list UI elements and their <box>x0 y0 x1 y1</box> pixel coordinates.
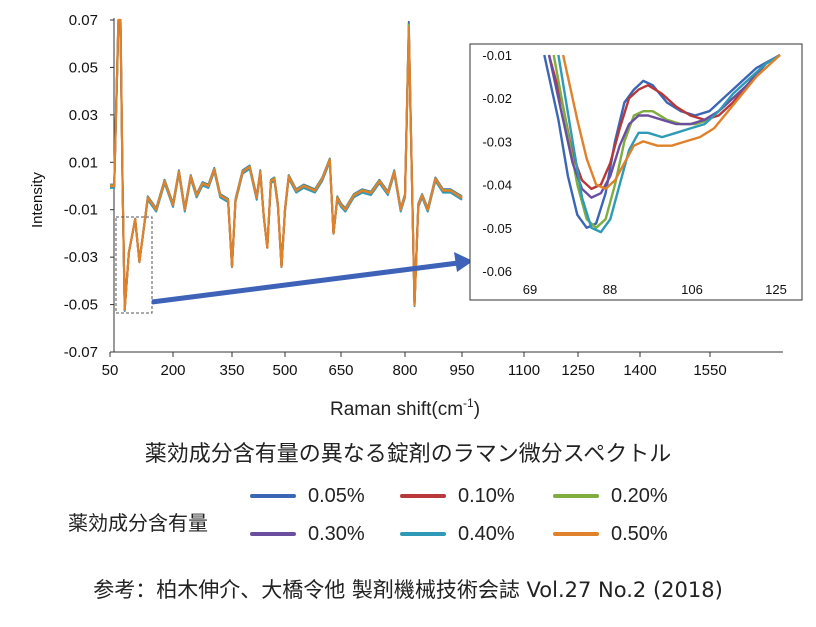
legend-swatch <box>400 532 446 536</box>
main-x-ticks: 50 200 350 500 650 800 950 1100 1250 1400 1550 <box>102 352 727 379</box>
inset-y-tick-label: -0.01 <box>482 48 512 63</box>
main-y-tick-label: 0.07 <box>69 12 98 29</box>
inset-y-ticks: -0.01 -0.02 -0.03 -0.04 -0.05 -0.06 <box>482 48 512 279</box>
inset-series-line-0.10% <box>547 53 781 191</box>
y-axis-label: Intensity <box>29 172 46 228</box>
main-y-tick-label: -0.01 <box>64 202 98 219</box>
main-x-tick-label: 1250 <box>561 362 594 379</box>
legend-item-label: 0.40% <box>458 522 515 545</box>
raman-chart: 0.07 0.05 0.03 0.01 -0.01 -0.03 -0.05 -0.07 50 2… <box>29 12 803 420</box>
x-axis-label: Raman shift(cm-1) <box>330 396 480 420</box>
legend-item-label: 0.20% <box>611 484 668 507</box>
main-x-tick-label: 1400 <box>623 362 656 379</box>
main-y-tick-label: -0.07 <box>64 344 98 361</box>
legend-item-label: 0.30% <box>308 522 365 545</box>
legend-item-label: 0.10% <box>458 484 515 507</box>
inset-series-line-0.40% <box>557 53 781 234</box>
inset-x-tick-label: 106 <box>681 282 703 297</box>
inset-y-tick-label: -0.02 <box>482 91 512 106</box>
legend-item: 0.10% <box>400 484 515 508</box>
legend-swatch <box>250 494 296 498</box>
legend-item: 0.40% <box>400 522 515 546</box>
main-y-tick-label: 0.01 <box>69 154 98 171</box>
main-x-tick-label: 1100 <box>508 362 540 379</box>
main-series-line-0.50% <box>110 18 463 311</box>
legend-swatch <box>553 494 599 498</box>
legend-item: 0.30% <box>250 522 365 546</box>
main-x-tick-label: 200 <box>160 362 185 379</box>
inset-x-tick-label: 88 <box>603 282 617 297</box>
reference-citation: 参考：柏木伸介、大橋令他 製剤機械技術会誌 Vol.27 No.2 (2018) <box>93 578 723 602</box>
main-x-tick-label: 950 <box>449 362 474 379</box>
main-x-tick-label: 50 <box>102 362 119 379</box>
main-series-group <box>110 18 463 312</box>
main-x-tick-label: 800 <box>392 362 417 379</box>
legend-item-label: 0.50% <box>611 522 668 545</box>
inset-y-tick-label: -0.06 <box>482 264 512 279</box>
main-x-tick-label: 500 <box>272 362 297 379</box>
inset-series-group <box>543 53 781 234</box>
inset-x-tick-label: 125 <box>765 282 787 297</box>
main-x-tick-label: 350 <box>219 362 244 379</box>
legend-item: 0.50% <box>553 522 668 546</box>
inset-y-tick-label: -0.04 <box>482 178 512 193</box>
main-y-tick-label: 0.03 <box>69 107 98 124</box>
legend-title: 薬効成分含有量 <box>68 511 208 535</box>
main-y-tick-label: -0.05 <box>64 297 98 314</box>
legend-item: 0.20% <box>553 484 668 508</box>
legend-swatch <box>250 532 296 536</box>
main-y-tick-label: -0.03 <box>64 249 98 266</box>
inset-series-line-0.50% <box>561 54 781 191</box>
main-x-tick-label: 650 <box>328 362 353 379</box>
legend-swatch <box>553 532 599 536</box>
inset-x-ticks: 69 88 106 125 <box>523 282 787 297</box>
inset-y-tick-label: -0.05 <box>482 221 512 236</box>
legend-item: 0.05% <box>250 484 365 508</box>
inset-y-tick-label: -0.03 <box>482 134 512 149</box>
main-y-ticks: 0.07 0.05 0.03 0.01 -0.01 -0.03 -0.05 -0.07 <box>64 12 114 361</box>
legend-swatch <box>400 494 446 498</box>
chart-subtitle: 薬効成分含有量の異なる錠剤のラマン微分スペクトル <box>144 442 672 467</box>
legend-item-label: 0.05% <box>308 484 365 507</box>
inset-series-line-0.05% <box>543 53 781 230</box>
main-x-tick-label: 1550 <box>693 362 726 379</box>
inset-series-line-0.30% <box>547 53 781 199</box>
zoom-region-box <box>115 216 153 314</box>
main-y-tick-label: 0.05 <box>69 59 98 76</box>
zoom-arrow <box>151 252 473 305</box>
inset-x-tick-label: 69 <box>523 282 537 297</box>
